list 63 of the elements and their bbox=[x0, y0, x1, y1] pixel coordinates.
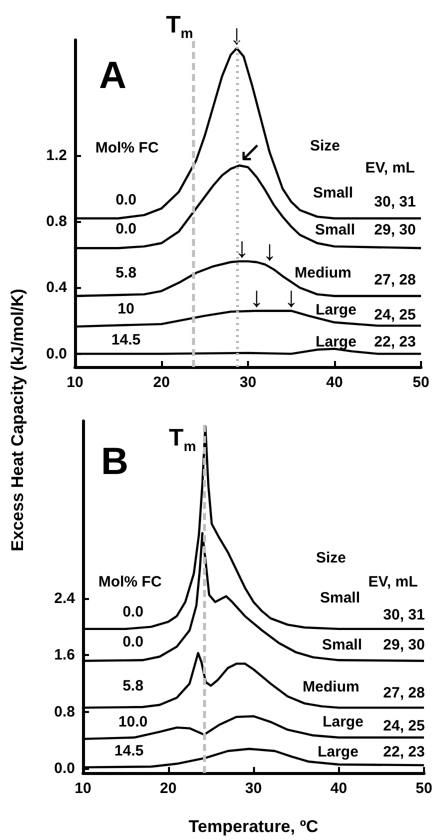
annotation: 5.8 bbox=[116, 264, 136, 282]
annotation: Small bbox=[314, 222, 356, 238]
annotation: 14.5 bbox=[114, 742, 144, 760]
annotation: 5.8 bbox=[122, 678, 144, 694]
annotation: 30, 31 bbox=[383, 606, 425, 624]
y-tick-label: 0.0 bbox=[46, 345, 67, 362]
annotation: Mol% FC bbox=[95, 140, 159, 156]
y-tick-label: 2.4 bbox=[54, 590, 76, 607]
y-tick-label: 0.8 bbox=[46, 213, 67, 230]
annotation: 0.0 bbox=[122, 604, 144, 620]
annotation: Small bbox=[312, 184, 354, 202]
annotation: ↓ bbox=[234, 232, 249, 263]
annotation: 27, 28 bbox=[383, 684, 425, 702]
x-tick-label: 20 bbox=[153, 374, 170, 391]
annotation: Small bbox=[322, 636, 362, 654]
y-tick-label: 0.8 bbox=[54, 703, 75, 720]
x-tick-label: 30 bbox=[240, 374, 256, 391]
y-axis-title: Excess Heat Capacity (kJ/mol/K) bbox=[8, 288, 28, 552]
annotation: 0.0 bbox=[116, 220, 136, 238]
annotation: Large bbox=[316, 334, 356, 350]
annotation: 14.5 bbox=[111, 332, 141, 348]
x-tick-label: 50 bbox=[416, 780, 432, 797]
text: B bbox=[101, 441, 128, 483]
annotation: Large bbox=[318, 744, 358, 760]
y-tick-label: 1.6 bbox=[54, 646, 75, 664]
annotation: 30, 31 bbox=[374, 194, 416, 210]
y-tick-label: 0.4 bbox=[46, 279, 68, 296]
annotation: Mol% FC bbox=[98, 574, 162, 590]
annotation: 29, 30 bbox=[374, 222, 416, 238]
x-tick-label: 10 bbox=[66, 374, 84, 391]
annotation: 10 bbox=[118, 300, 134, 318]
y-tick-label: 0.0 bbox=[54, 760, 75, 778]
annotation: Size bbox=[310, 138, 340, 154]
annotation: 29, 30 bbox=[383, 636, 425, 654]
annotation: EV, mL bbox=[365, 160, 415, 176]
annotation: ↙ bbox=[238, 136, 262, 168]
annotation: 10.0 bbox=[118, 714, 148, 730]
annotation: ↓ bbox=[284, 281, 298, 312]
annotation: 24, 25 bbox=[374, 306, 416, 324]
annotation: ↓ bbox=[262, 235, 277, 266]
annotation: 0.0 bbox=[116, 192, 136, 208]
annotation: Size bbox=[316, 550, 346, 566]
annotation: 22, 23 bbox=[374, 334, 416, 350]
x-tick-label: 20 bbox=[160, 780, 177, 797]
annotation: 22, 23 bbox=[383, 744, 425, 760]
x-axis-title: Temperature, ºC bbox=[188, 817, 318, 836]
y-tick-label: 1.2 bbox=[46, 147, 67, 164]
annotation: EV, mL bbox=[368, 574, 418, 590]
x-tick-label: 40 bbox=[330, 780, 348, 797]
annotation: Large bbox=[322, 714, 364, 730]
annotation: 24, 25 bbox=[383, 718, 425, 734]
chart-title: A bbox=[99, 55, 126, 97]
annotation: 0.0 bbox=[122, 634, 144, 650]
annotation: Large bbox=[316, 302, 356, 318]
annotation: Medium bbox=[294, 264, 352, 282]
x-tick-label: 10 bbox=[74, 780, 92, 797]
annotation: Medium bbox=[302, 678, 360, 696]
x-tick-label: 50 bbox=[412, 374, 430, 391]
x-tick-label: 30 bbox=[245, 780, 262, 797]
x-tick-label: 40 bbox=[326, 374, 343, 391]
annotation: ↓ bbox=[250, 281, 264, 312]
annotation: Small bbox=[320, 590, 360, 606]
annotation: 27, 28 bbox=[374, 272, 416, 288]
